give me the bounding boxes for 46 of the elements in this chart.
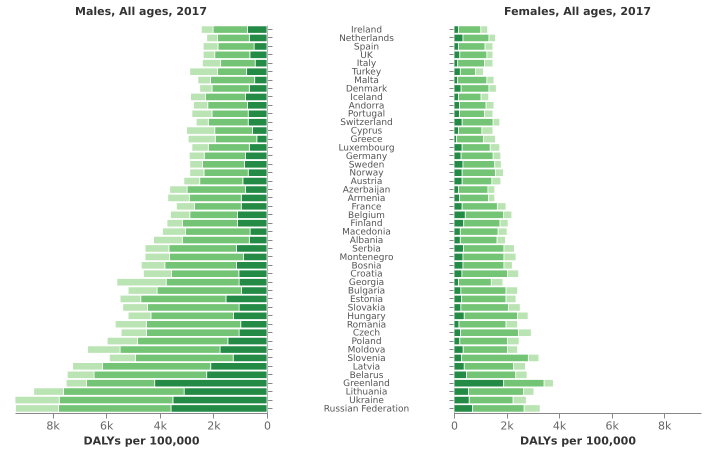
y-tick-label: Slovakia	[348, 303, 386, 314]
y-tick-label: Sweden	[348, 160, 384, 170]
y-tick-label: Germany	[346, 152, 388, 162]
y-tick-label: Finland	[350, 219, 383, 230]
y-tick-label: Spain	[354, 42, 380, 52]
x-tick-label: 8k	[46, 420, 60, 432]
y-tick-label: Denmark	[346, 84, 388, 94]
y-tick-label: Portugal	[348, 110, 386, 120]
y-tick-label: Iceland	[350, 92, 383, 103]
y-tick-label: Hungary	[347, 312, 386, 322]
y-tick-label: Cyprus	[350, 126, 383, 137]
x-tick-label: 6k	[605, 420, 620, 432]
x-tick-label: 4k	[552, 420, 567, 432]
y-tick-label: Andorra	[348, 101, 384, 112]
y-tick-label: Turkey	[350, 68, 382, 78]
y-tick-label: Greece	[350, 135, 383, 146]
y-tick-label: Armenia	[348, 194, 386, 204]
chart-title: Males, All ages, 2017	[75, 5, 207, 18]
y-tick-label: Estonia	[350, 294, 384, 305]
x-tick-label: 4k	[154, 420, 168, 432]
y-tick-label: Italy	[356, 59, 377, 70]
y-tick-label: Georgia	[348, 278, 384, 288]
y-tick-label: Belarus	[350, 370, 384, 381]
x-axis-title: DALYs per 100,000	[84, 434, 200, 448]
y-tick-label: Switzerland	[340, 118, 393, 128]
x-tick-label: 8k	[658, 420, 672, 432]
y-tick-label: France	[352, 202, 382, 212]
y-tick-label: Belgium	[348, 210, 385, 221]
y-tick-label: Norway	[349, 168, 384, 179]
y-tick-label: Azerbaijan	[342, 186, 390, 196]
x-axis-title: DALYs per 100,000	[520, 434, 636, 448]
x-tick-label: 0	[451, 420, 458, 432]
x-tick-label: 0	[264, 420, 271, 432]
y-tick-label: Latvia	[352, 362, 380, 372]
y-tick-label: Bulgaria	[348, 286, 386, 297]
chart-title: Females, All ages, 2017	[504, 5, 652, 18]
x-tick-label: 2k	[500, 420, 514, 432]
x-tick-label: 6k	[100, 420, 114, 432]
y-tick-label: Malta	[354, 76, 379, 86]
y-tick-label: Russian Federation	[324, 404, 410, 414]
y-tick-label: Montenegro	[339, 252, 394, 263]
y-tick-label: Netherlands	[339, 34, 394, 44]
y-tick-label: Luxembourg	[338, 143, 395, 154]
x-tick-label: 2k	[207, 420, 222, 432]
y-tick-label: Slovenia	[347, 354, 386, 364]
y-tick-label: Serbia	[352, 244, 381, 254]
